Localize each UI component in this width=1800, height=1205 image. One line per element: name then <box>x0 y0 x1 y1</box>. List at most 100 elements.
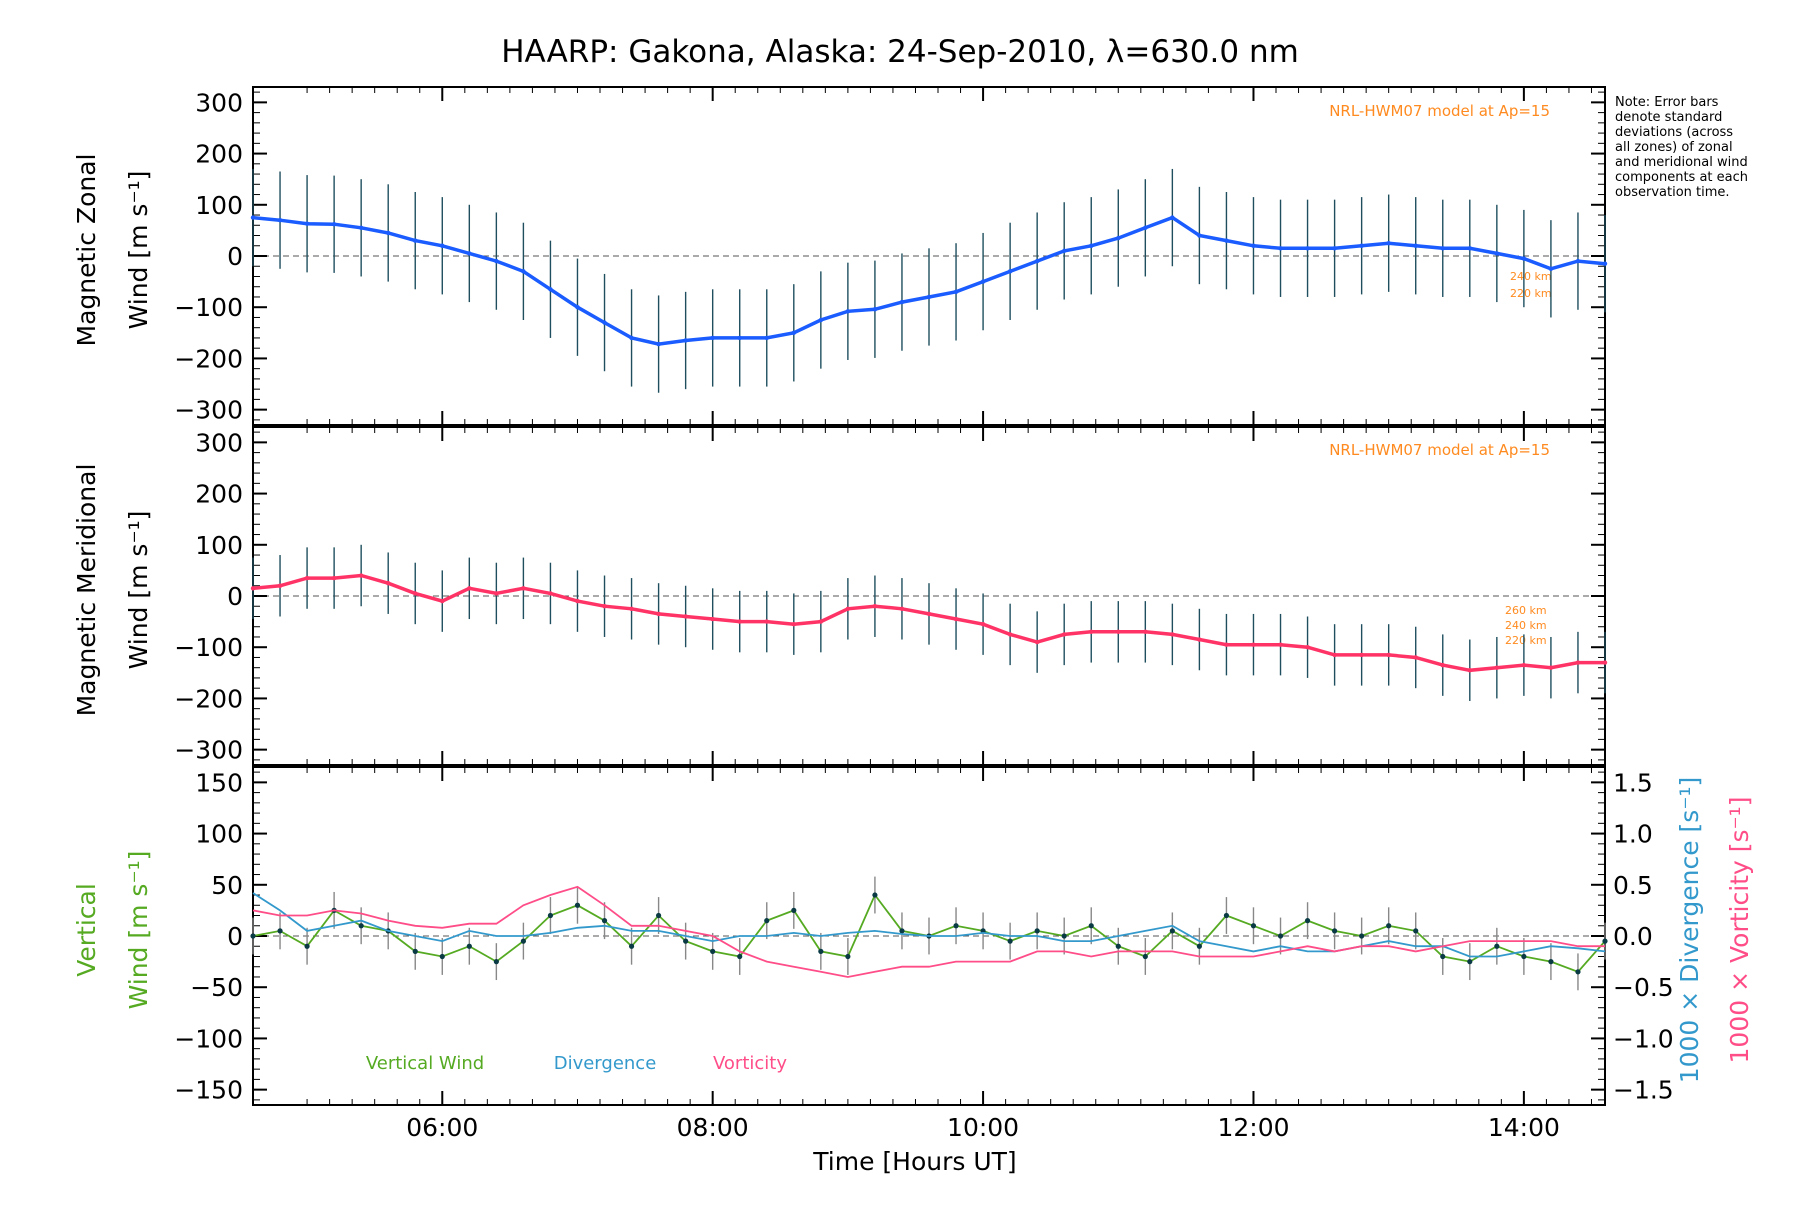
panel-1-point <box>521 586 526 591</box>
panel-0-point <box>467 251 472 256</box>
panel-0-point <box>737 335 742 341</box>
panel-1-point <box>1467 668 1473 673</box>
panel-1-ytick-label: −100 <box>174 633 243 662</box>
error-bar-note-line: observation time. <box>1615 185 1730 200</box>
panel-1-point <box>1062 632 1067 637</box>
panel-0-ytick-label: −200 <box>174 344 243 373</box>
vertical-wind-point <box>1386 923 1392 929</box>
panel-1-point <box>1413 655 1418 660</box>
panel-0-point <box>1007 269 1013 274</box>
panel-1-point <box>1224 642 1229 647</box>
panel-0-point <box>386 230 391 236</box>
panel-0-point <box>1494 251 1500 256</box>
panel-1-point <box>791 621 796 627</box>
panel-0-point <box>1034 258 1040 264</box>
vertical-wind-point <box>304 943 310 949</box>
panel-0-point <box>331 222 337 227</box>
vertical-wind-point <box>1196 943 1202 949</box>
zonal-model-alt-220: 220 km <box>1510 287 1552 300</box>
zonal-model-alt-240: 240 km <box>1510 270 1552 283</box>
vertical-ylabel-line1: Vertical <box>72 883 101 977</box>
panel-1-point <box>277 583 283 588</box>
vertical-wind-point <box>1277 933 1284 939</box>
panel-0-point <box>872 307 878 312</box>
panel-1-point <box>602 604 607 609</box>
vertical-wind-point <box>1548 959 1554 965</box>
y2-tick-label: 1.0 <box>1613 820 1653 849</box>
x-tick-label: 06:00 <box>406 1113 478 1142</box>
x-tick-label: 08:00 <box>677 1113 749 1142</box>
panel-0-point <box>521 269 526 274</box>
panel-0-point <box>980 279 986 284</box>
vertical-wind-point <box>1061 933 1067 939</box>
meridional-ylabel-line1: Magnetic Meridional <box>72 464 101 717</box>
vertical-wind-point <box>628 943 635 949</box>
panel-1-point <box>710 616 715 622</box>
vertical-wind-point <box>1413 928 1419 934</box>
panel-0-point <box>548 287 553 292</box>
panel-0-point <box>953 289 959 295</box>
panel-1-point <box>358 573 364 578</box>
error-bar-note-line: all zones) of zonal <box>1615 140 1733 155</box>
panel-0-ytick-label: 100 <box>195 191 243 220</box>
vertical-ylabel-line2: Wind [m s⁻¹] <box>124 851 153 1010</box>
panel-1-point <box>818 619 824 624</box>
panel-1-ytick-label: −300 <box>174 736 243 765</box>
panel-1-point <box>656 611 661 617</box>
meridional-ylabel-line2: Wind [m s⁻¹] <box>124 511 153 670</box>
panel-0-point <box>710 335 715 341</box>
panel-2-ytick-label: −150 <box>174 1076 243 1105</box>
meridional-model-alt-220: 220 km <box>1505 634 1547 647</box>
error-bar-note-line: Note: Error bars <box>1615 95 1719 110</box>
panel-0-point <box>304 221 310 226</box>
panel-0-ytick-label: 200 <box>195 140 243 169</box>
panel-1-point <box>1359 652 1364 658</box>
vertical-wind-point <box>1142 953 1148 960</box>
divergence-y2label: 1000 × Divergence [s⁻¹] <box>1675 777 1704 1084</box>
error-bar-note-line: denote standard <box>1615 110 1722 125</box>
panel-1-point <box>1278 642 1283 647</box>
panel-0-point <box>1359 243 1364 248</box>
chart-title: HAARP: Gakona, Alaska: 24-Sep-2010, λ=63… <box>501 34 1299 70</box>
panel-0-point <box>358 225 364 231</box>
panel-2-ytick-label: −100 <box>174 1024 243 1053</box>
panel-1-point <box>1305 645 1310 650</box>
panel-0-point <box>1602 261 1608 266</box>
panel-1-point <box>1170 632 1175 637</box>
vertical-wind-point <box>656 912 662 919</box>
panel-0-point <box>1116 235 1121 241</box>
x-axis-label: Time [Hours UT] <box>812 1147 1016 1176</box>
vertical-wind-point <box>1359 933 1365 939</box>
vertical-wind-point <box>872 892 878 898</box>
vertical-wind-point <box>574 902 581 908</box>
panel-0-point <box>656 341 661 347</box>
vertical-wind-point <box>1223 912 1230 919</box>
vertical-wind-point <box>1034 928 1040 934</box>
panel-1-point <box>1440 662 1445 668</box>
panel-1-point <box>1575 660 1581 665</box>
panel-0-ytick-label: −300 <box>174 396 243 425</box>
panel-1-point <box>548 591 553 596</box>
vertical-wind-point <box>547 912 554 919</box>
vertical-wind-point <box>358 923 364 929</box>
panel-1-ytick-label: 300 <box>195 428 243 457</box>
panel-0-ytick-label: 300 <box>195 88 243 117</box>
vertical-wind-point <box>953 923 959 929</box>
panel-1-point <box>845 606 851 612</box>
panel-1-ytick-label: −200 <box>174 684 243 713</box>
panel-0-point <box>1548 266 1554 272</box>
meridional-wind-panel: Magnetic Meridional Wind [m s⁻¹] NRL-HWM… <box>72 426 1608 766</box>
panel-1-point <box>629 606 634 612</box>
y2-tick-label: 0.0 <box>1613 922 1653 951</box>
panel-0-point <box>1467 246 1473 251</box>
y2-tick-label: −0.5 <box>1613 973 1674 1002</box>
panel-1-point <box>440 598 445 604</box>
panel-1-point <box>1548 665 1554 670</box>
vertical-wind-point <box>710 948 716 954</box>
vertical-wind-point <box>412 948 418 954</box>
zonal-ylabel-line1: Magnetic Zonal <box>72 154 101 347</box>
x-tick-label: 12:00 <box>1217 1113 1289 1142</box>
panel-1-point <box>494 591 499 596</box>
panel-1-point <box>331 575 337 581</box>
